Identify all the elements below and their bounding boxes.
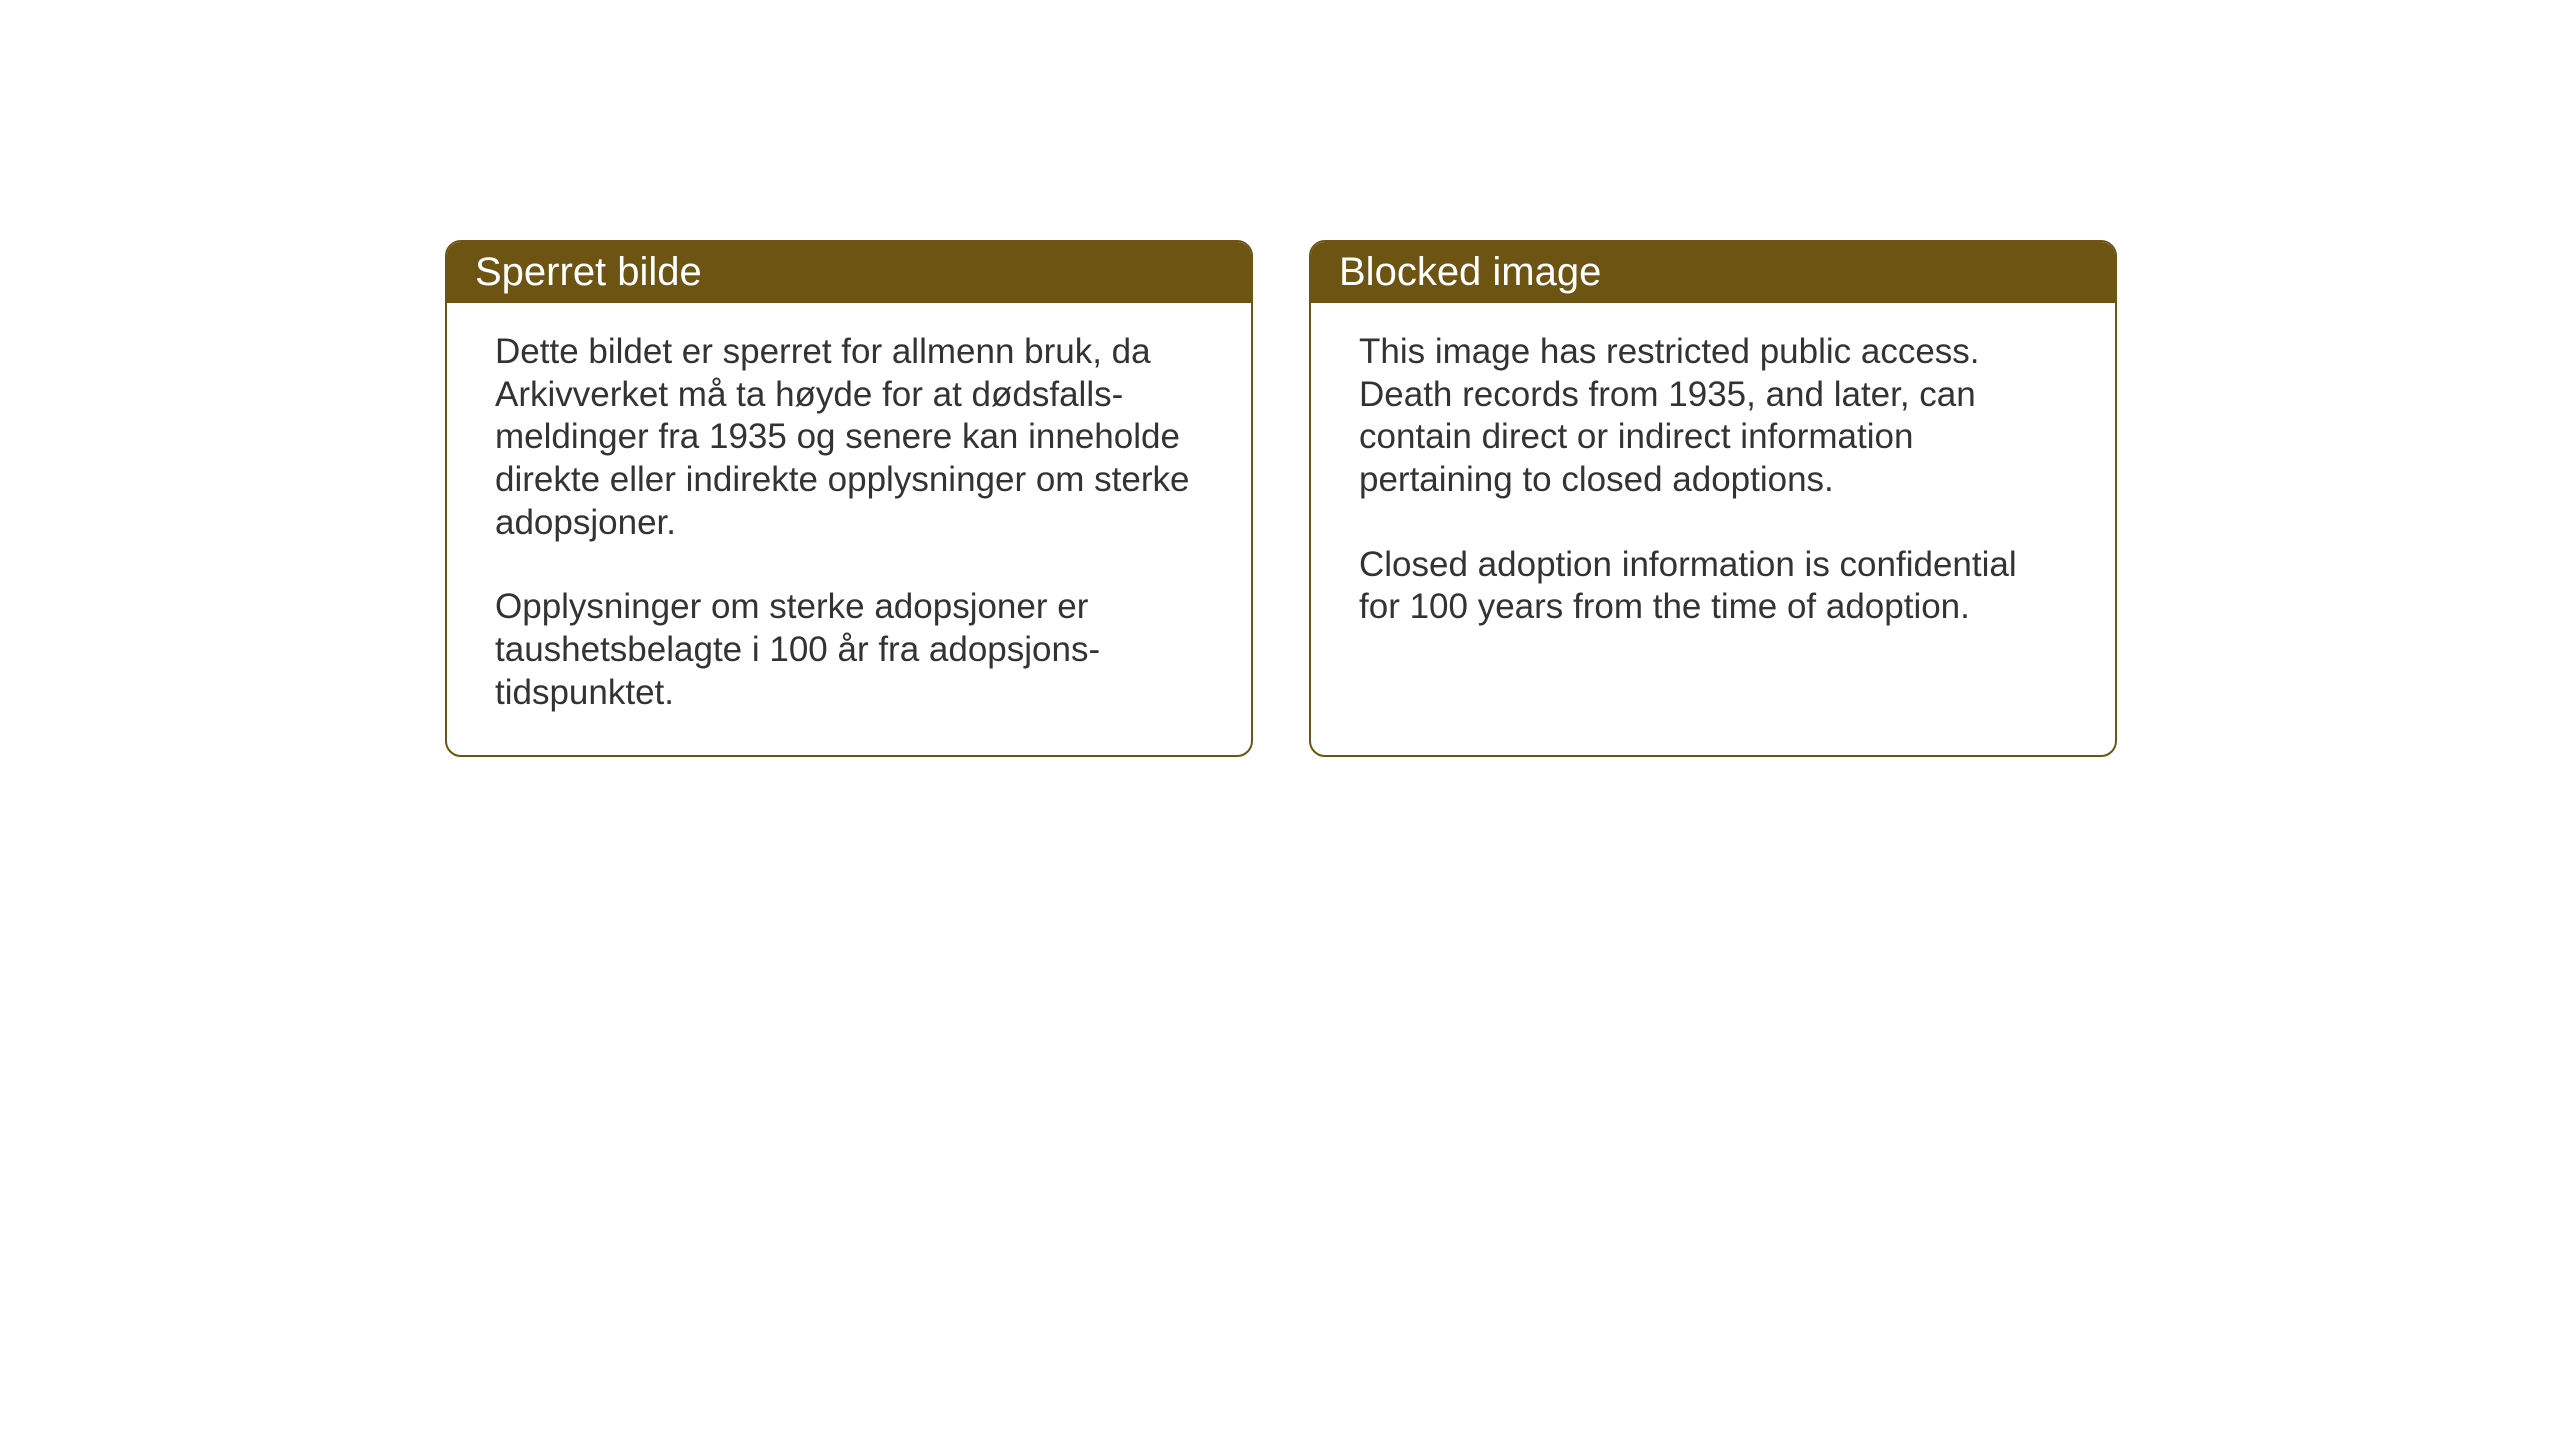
norwegian-paragraph-1: Dette bildet er sperret for allmenn bruk… bbox=[495, 331, 1203, 544]
norwegian-card-body: Dette bildet er sperret for allmenn bruk… bbox=[447, 303, 1251, 755]
english-card-body: This image has restricted public access.… bbox=[1311, 303, 2115, 713]
norwegian-card-title: Sperret bilde bbox=[447, 242, 1251, 303]
english-card-title: Blocked image bbox=[1311, 242, 2115, 303]
english-notice-card: Blocked image This image has restricted … bbox=[1309, 240, 2117, 757]
english-paragraph-2: Closed adoption information is confident… bbox=[1359, 544, 2067, 629]
norwegian-notice-card: Sperret bilde Dette bildet er sperret fo… bbox=[445, 240, 1253, 757]
notice-cards-container: Sperret bilde Dette bildet er sperret fo… bbox=[445, 240, 2117, 757]
norwegian-paragraph-2: Opplysninger om sterke adopsjoner er tau… bbox=[495, 586, 1203, 714]
english-paragraph-1: This image has restricted public access.… bbox=[1359, 331, 2067, 502]
